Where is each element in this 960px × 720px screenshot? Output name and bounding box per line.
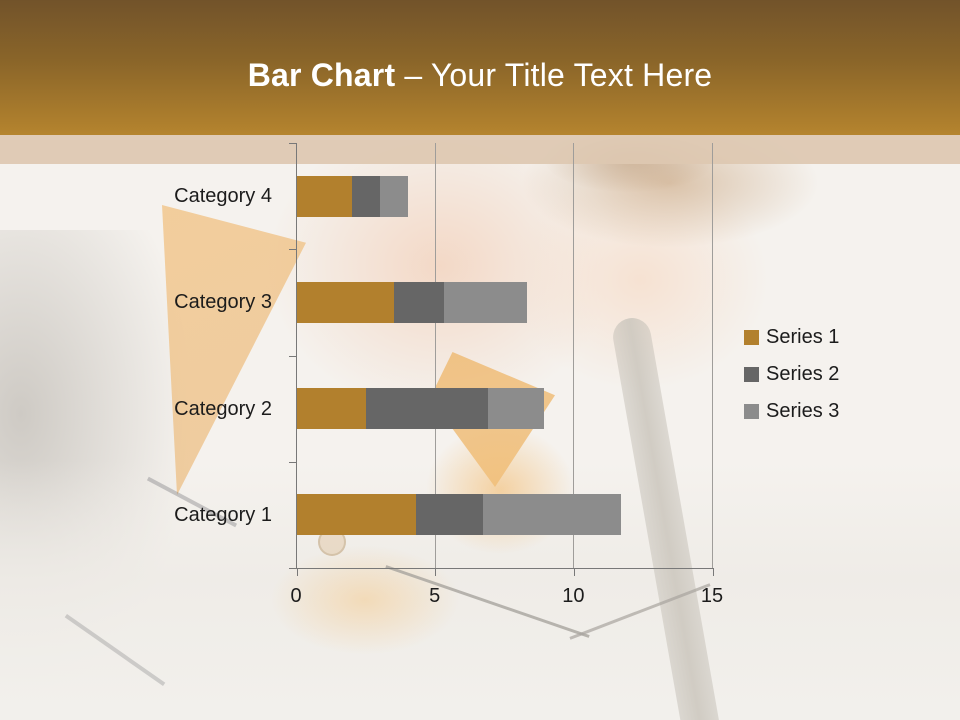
accent-strip — [0, 135, 960, 164]
legend-label: Series 1 — [766, 325, 840, 348]
legend-entry: Series 1 — [744, 325, 839, 349]
x-axis-tick — [573, 568, 575, 576]
bar-row — [297, 494, 622, 536]
x-axis-label: 0 — [290, 585, 302, 607]
x-axis-tick — [712, 568, 714, 576]
x-axis-label: 15 — [700, 585, 724, 607]
title-bar: Bar Chart – Your Title Text Here — [0, 0, 960, 135]
bar-segment-series-1 — [297, 494, 417, 536]
gridline — [573, 143, 575, 568]
x-axis-label: 5 — [429, 585, 441, 607]
category-label: Category 2 — [174, 397, 272, 420]
bar-segment-series-1 — [297, 175, 353, 217]
bar-segment-series-3 — [380, 175, 408, 217]
y-axis-tick — [289, 355, 297, 357]
legend-label: Series 3 — [766, 399, 840, 422]
x-axis-tick — [296, 568, 298, 576]
photo-shirt-lower — [270, 545, 460, 655]
slide-title[interactable]: Bar Chart – Your Title Text Here — [248, 57, 713, 94]
bar-segment-series-2 — [352, 175, 381, 217]
bar-segment-series-2 — [366, 388, 489, 430]
slide-title-rest: – Your Title Text Here — [404, 57, 713, 93]
legend-swatch — [744, 366, 759, 382]
chart-legend: Series 1 Series 2 Series 3 — [744, 325, 839, 423]
legend-entry: Series 2 — [744, 362, 839, 386]
legend-swatch — [744, 403, 759, 419]
gridline — [712, 143, 713, 568]
category-label: Category 4 — [174, 185, 272, 208]
category-label: Category 1 — [174, 503, 272, 526]
x-axis-label: 10 — [562, 585, 585, 607]
bar-row — [297, 281, 528, 323]
bar-segment-series-3 — [488, 388, 544, 430]
bar-segment-series-1 — [297, 388, 367, 430]
bar-segment-series-3 — [443, 281, 528, 323]
y-axis-tick — [289, 568, 297, 569]
bar-segment-series-3 — [482, 494, 622, 536]
slide-title-bold: Bar Chart — [247, 57, 396, 93]
x-axis-tick — [435, 568, 437, 576]
legend-swatch — [744, 329, 759, 345]
category-label: Category 3 — [174, 291, 272, 314]
bar-segment-series-2 — [416, 494, 483, 536]
y-axis-tick — [289, 249, 297, 251]
bar-segment-series-2 — [394, 281, 444, 323]
legend-label: Series 2 — [766, 362, 840, 385]
bar-row — [297, 175, 408, 217]
legend-entry: Series 3 — [744, 399, 839, 423]
bar-row — [297, 388, 544, 430]
plot-area — [289, 143, 714, 576]
gridline — [434, 143, 436, 568]
y-axis-tick — [289, 143, 297, 144]
bar-segment-series-1 — [297, 281, 395, 323]
y-axis-tick — [289, 461, 297, 463]
